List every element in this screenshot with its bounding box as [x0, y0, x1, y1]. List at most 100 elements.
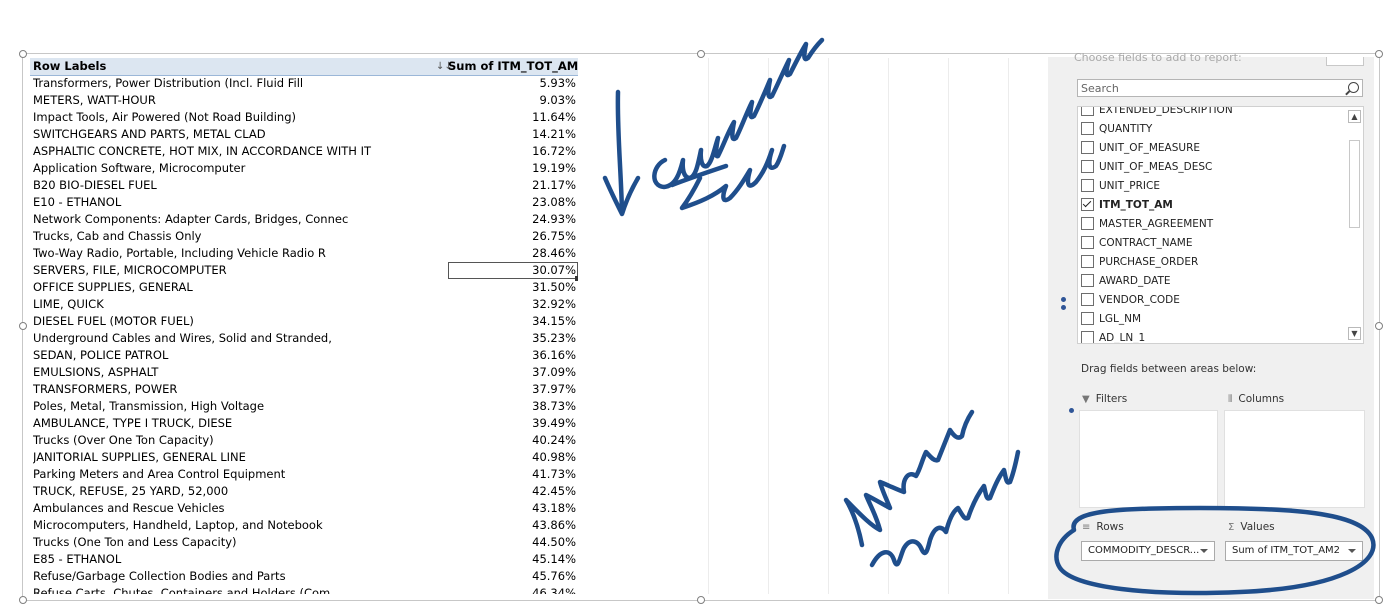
pivot-row[interactable]: DIESEL FUEL (MOTOR FUEL) 34.15%: [30, 313, 578, 330]
pivot-row[interactable]: Two-Way Radio, Portable, Including Vehic…: [30, 245, 578, 262]
row-label-cell[interactable]: Impact Tools, Air Powered (Not Road Buil…: [33, 110, 297, 124]
field-item[interactable]: UNIT_OF_MEASURE: [1081, 139, 1200, 158]
pivot-row[interactable]: OFFICE SUPPLIES, GENERAL 31.50%: [30, 279, 578, 296]
pivot-row[interactable]: LIME, QUICK 32.92%: [30, 296, 578, 313]
pivot-row[interactable]: Refuse Carts, Chutes, Containers and Hol…: [30, 585, 578, 594]
row-label-cell[interactable]: Two-Way Radio, Portable, Including Vehic…: [33, 246, 326, 260]
value-cell[interactable]: 44.50%: [532, 535, 576, 549]
field-checkbox[interactable]: [1081, 178, 1094, 192]
field-checkbox[interactable]: [1081, 107, 1094, 116]
pivot-row[interactable]: SWITCHGEARS AND PARTS, METAL CLAD 14.21%: [30, 126, 578, 143]
pivot-row[interactable]: Refuse/Garbage Collection Bodies and Par…: [30, 568, 578, 585]
field-item[interactable]: VENDOR_CODE: [1081, 291, 1180, 310]
row-label-cell[interactable]: Parking Meters and Area Control Equipmen…: [33, 467, 286, 481]
field-checkbox[interactable]: [1081, 140, 1094, 154]
row-label-cell[interactable]: EMULSIONS, ASPHALT: [33, 365, 159, 379]
row-label-cell[interactable]: SWITCHGEARS AND PARTS, METAL CLAD: [33, 127, 266, 141]
value-cell[interactable]: 9.03%: [539, 93, 576, 107]
value-cell[interactable]: 46.34%: [532, 586, 576, 594]
resize-handle[interactable]: [697, 50, 705, 58]
row-label-cell[interactable]: E85 - ETHANOL: [33, 552, 122, 566]
field-checkbox[interactable]: [1081, 292, 1094, 306]
field-checkbox[interactable]: [1081, 121, 1094, 135]
field-item[interactable]: LGL_NM: [1081, 310, 1141, 329]
pivot-header[interactable]: Row Labels ↓↓ Sum of ITM_TOT_AM2: [30, 58, 578, 76]
row-label-cell[interactable]: JANITORIAL SUPPLIES, GENERAL LINE: [33, 450, 246, 464]
pivot-row[interactable]: E85 - ETHANOL 45.14%: [30, 551, 578, 568]
filters-drop-area[interactable]: [1079, 410, 1218, 508]
values-field-dropdown[interactable]: Sum of ITM_TOT_AM2: [1225, 541, 1363, 561]
field-list-scrollbar[interactable]: ▲ ▼: [1348, 110, 1361, 340]
row-label-cell[interactable]: Underground Cables and Wires, Solid and …: [33, 331, 332, 345]
field-item[interactable]: CONTRACT_NAME: [1081, 234, 1192, 253]
row-label-cell[interactable]: AMBULANCE, TYPE I TRUCK, DIESE: [33, 416, 233, 430]
value-cell[interactable]: 39.49%: [532, 416, 576, 430]
resize-handle[interactable]: [697, 596, 705, 604]
row-label-cell[interactable]: B20 BIO-DIESEL FUEL: [33, 178, 157, 192]
row-label-cell[interactable]: ASPHALTIC CONCRETE, HOT MIX, IN ACCORDAN…: [33, 144, 371, 158]
resize-handle[interactable]: [1375, 50, 1383, 58]
value-cell[interactable]: 36.16%: [532, 348, 576, 362]
pivot-row[interactable]: Trucks (Over One Ton Capacity) 40.24%: [30, 432, 578, 449]
value-cell[interactable]: 42.45%: [532, 484, 576, 498]
value-cell[interactable]: 5.93%: [539, 76, 576, 90]
field-checkbox[interactable]: [1081, 159, 1094, 173]
value-cell[interactable]: 37.09%: [532, 365, 576, 379]
resize-handle[interactable]: [1375, 322, 1383, 330]
tools-button[interactable]: [1326, 57, 1364, 66]
field-item[interactable]: PURCHASE_ORDER: [1081, 253, 1198, 272]
row-label-cell[interactable]: Poles, Metal, Transmission, High Voltage: [33, 399, 265, 413]
pivot-row[interactable]: SEDAN, POLICE PATROL 36.16%: [30, 347, 578, 364]
pivot-row[interactable]: METERS, WATT-HOUR 9.03%: [30, 92, 578, 109]
sort-descending-icon[interactable]: ↓↓: [436, 61, 453, 72]
value-cell[interactable]: 41.73%: [532, 467, 576, 481]
pivot-row[interactable]: Impact Tools, Air Powered (Not Road Buil…: [30, 109, 578, 126]
value-cell[interactable]: 11.64%: [532, 110, 576, 124]
field-item[interactable]: AWARD_DATE: [1081, 272, 1171, 291]
resize-handle[interactable]: [19, 596, 27, 604]
value-cell[interactable]: 23.08%: [532, 195, 576, 209]
value-cell[interactable]: 16.72%: [532, 144, 576, 158]
row-label-cell[interactable]: OFFICE SUPPLIES, GENERAL: [33, 280, 193, 294]
field-search-input[interactable]: Search: [1077, 79, 1363, 97]
row-label-cell[interactable]: Trucks (One Ton and Less Capacity): [33, 535, 237, 549]
value-cell[interactable]: 40.24%: [532, 433, 576, 447]
resize-handle[interactable]: [1375, 596, 1383, 604]
value-cell[interactable]: 31.50%: [532, 280, 576, 294]
value-cell[interactable]: 40.98%: [532, 450, 576, 464]
pivot-row[interactable]: Transformers, Power Distribution (Incl. …: [30, 75, 578, 92]
fill-handle[interactable]: [575, 276, 578, 281]
pivot-row[interactable]: Application Software, Microcomputer 19.19…: [30, 160, 578, 177]
row-labels-header[interactable]: Row Labels: [33, 59, 107, 73]
value-cell[interactable]: 19.19%: [532, 161, 576, 175]
pivot-row[interactable]: Network Components: Adapter Cards, Bridg…: [30, 211, 578, 228]
rows-field-dropdown[interactable]: COMMODITY_DESCR...: [1081, 541, 1215, 561]
value-cell[interactable]: 45.76%: [532, 569, 576, 583]
pivot-row[interactable]: TRUCK, REFUSE, 25 YARD, 52,000 42.45%: [30, 483, 578, 500]
pivot-row[interactable]: Ambulances and Rescue Vehicles 43.18%: [30, 500, 578, 517]
field-item[interactable]: AD_LN_1: [1081, 329, 1145, 343]
field-checkbox[interactable]: [1081, 197, 1094, 211]
value-cell[interactable]: 21.17%: [532, 178, 576, 192]
resize-handle[interactable]: [19, 322, 27, 330]
pivot-row[interactable]: TRANSFORMERS, POWER 37.97%: [30, 381, 578, 398]
value-cell[interactable]: 38.73%: [532, 399, 576, 413]
scroll-down-button[interactable]: ▼: [1348, 327, 1361, 340]
pivot-row[interactable]: SERVERS, FILE, MICROCOMPUTER 30.07%: [30, 262, 578, 281]
value-cell[interactable]: 43.86%: [532, 518, 576, 532]
pivot-row[interactable]: Poles, Metal, Transmission, High Voltage…: [30, 398, 578, 415]
value-cell[interactable]: 14.21%: [532, 127, 576, 141]
row-label-cell[interactable]: Application Software, Microcomputer: [33, 161, 246, 175]
field-item[interactable]: UNIT_PRICE: [1081, 177, 1160, 196]
field-checkbox[interactable]: [1081, 273, 1094, 287]
pivot-row[interactable]: ASPHALTIC CONCRETE, HOT MIX, IN ACCORDAN…: [30, 143, 578, 160]
field-checkbox[interactable]: [1081, 235, 1094, 249]
row-label-cell[interactable]: TRANSFORMERS, POWER: [33, 382, 178, 396]
row-label-cell[interactable]: Transformers, Power Distribution (Incl. …: [33, 76, 304, 90]
row-label-cell[interactable]: Microcomputers, Handheld, Laptop, and No…: [33, 518, 323, 532]
value-cell[interactable]: 45.14%: [532, 552, 576, 566]
value-cell[interactable]: 26.75%: [532, 229, 576, 243]
resize-handle[interactable]: [19, 50, 27, 58]
row-label-cell[interactable]: LIME, QUICK: [33, 297, 104, 311]
field-item[interactable]: UNIT_OF_MEAS_DESC: [1081, 158, 1212, 177]
